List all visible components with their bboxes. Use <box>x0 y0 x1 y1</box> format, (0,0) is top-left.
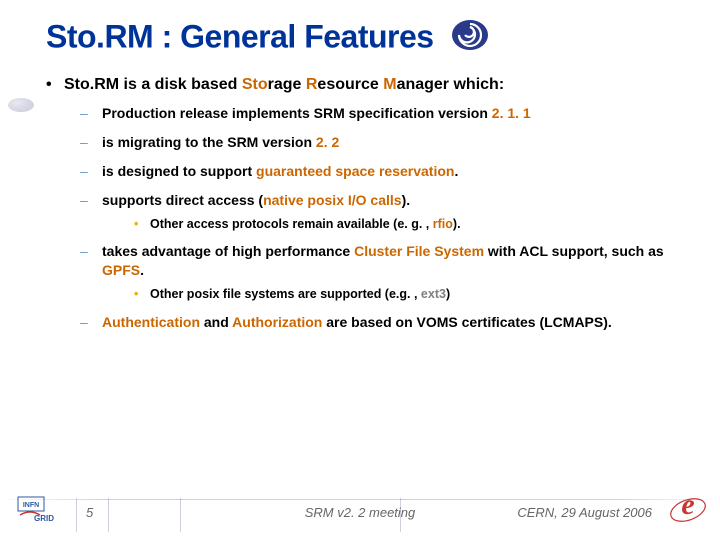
spiral-logo-icon <box>450 18 490 60</box>
footer-right-text: CERN, 29 August 2006 <box>517 505 652 520</box>
sub-item-0: Production release implements SRM specif… <box>80 104 688 123</box>
sub-item-1: is migrating to the SRM version 2. 2 <box>80 133 688 152</box>
footer-center-text: SRM v2. 2 meeting <box>305 505 416 520</box>
sub5-hl: Authorization <box>232 314 322 330</box>
main-post: anager which: <box>397 76 505 93</box>
sub4-hl2: GPFS <box>102 262 140 278</box>
slide: Sto.RM : General Features Sto.RM is a di… <box>0 0 720 540</box>
sub3-hl: native posix I/O calls <box>263 192 402 208</box>
sub1-pre: is migrating to the SRM version <box>102 134 316 150</box>
sub5-hl0: Authentication <box>102 314 200 330</box>
sub4-hl: Cluster File System <box>354 243 484 259</box>
footer: INFN GRID 5 SRM v2. 2 meeting CERN, 29 A… <box>0 488 720 532</box>
e-logo-icon: e <box>666 484 710 528</box>
main-r: R <box>306 76 318 93</box>
sub3-child-0: Other access protocols remain available … <box>134 216 688 233</box>
sub3-pre: supports direct access ( <box>102 192 263 208</box>
sub-item-5: Authentication and Authorization are bas… <box>80 313 688 332</box>
main-m: M <box>383 76 396 93</box>
sub2-post: . <box>454 163 458 179</box>
sub4c0-pre: Other posix file systems are supported (… <box>150 287 421 301</box>
sub4c0-post: ) <box>446 287 450 301</box>
decorative-oval <box>8 98 34 112</box>
sub3-post: ). <box>402 192 411 208</box>
main-mid1: rage <box>268 76 306 93</box>
sub4-post: . <box>140 262 144 278</box>
sub1-hl: 2. 2 <box>316 134 339 150</box>
sub-item-2: is designed to support guaranteed space … <box>80 162 688 181</box>
sub4-pre: takes advantage of high performance <box>102 243 354 259</box>
sub3c0-hl: rfio <box>433 217 453 231</box>
sub-item-3: supports direct access (native posix I/O… <box>80 191 688 233</box>
sub5-mid0: and <box>200 314 232 330</box>
sub4c0-hl: ext3 <box>421 287 446 301</box>
sub2-hl: guaranteed space reservation <box>256 163 454 179</box>
sub3c0-pre: Other access protocols remain available … <box>150 217 433 231</box>
svg-text:e: e <box>681 488 694 521</box>
main-sto: Sto <box>242 76 268 93</box>
main-pre: Sto.RM is a disk based <box>64 76 242 93</box>
svg-text:GRID: GRID <box>34 514 54 523</box>
sub0-pre: Production release implements SRM specif… <box>102 105 492 121</box>
sub-bullet-list: Production release implements SRM specif… <box>80 104 688 332</box>
sub5-post: are based on VOMS certificates (LCMAPS). <box>322 314 611 330</box>
title-text: Sto.RM : General Features <box>46 18 434 54</box>
sub4-child-0: Other posix file systems are supported (… <box>134 286 688 303</box>
sub4-mid: with ACL support, such as <box>484 243 664 259</box>
slide-title: Sto.RM : General Features <box>46 18 688 60</box>
sub0-hl: 2. 1. 1 <box>492 105 531 121</box>
main-mid2: esource <box>317 76 383 93</box>
sub2-pre: is designed to support <box>102 163 256 179</box>
main-bullet: Sto.RM is a disk based Storage Resource … <box>46 76 688 94</box>
infn-grid-logo-icon: INFN GRID <box>14 492 74 528</box>
sub-item-4: takes advantage of high performance Clus… <box>80 242 688 303</box>
sub3c0-post: ). <box>453 217 461 231</box>
page-number: 5 <box>86 505 93 520</box>
sub4-children: Other posix file systems are supported (… <box>134 286 688 303</box>
sub3-children: Other access protocols remain available … <box>134 216 688 233</box>
svg-text:INFN: INFN <box>23 502 39 509</box>
